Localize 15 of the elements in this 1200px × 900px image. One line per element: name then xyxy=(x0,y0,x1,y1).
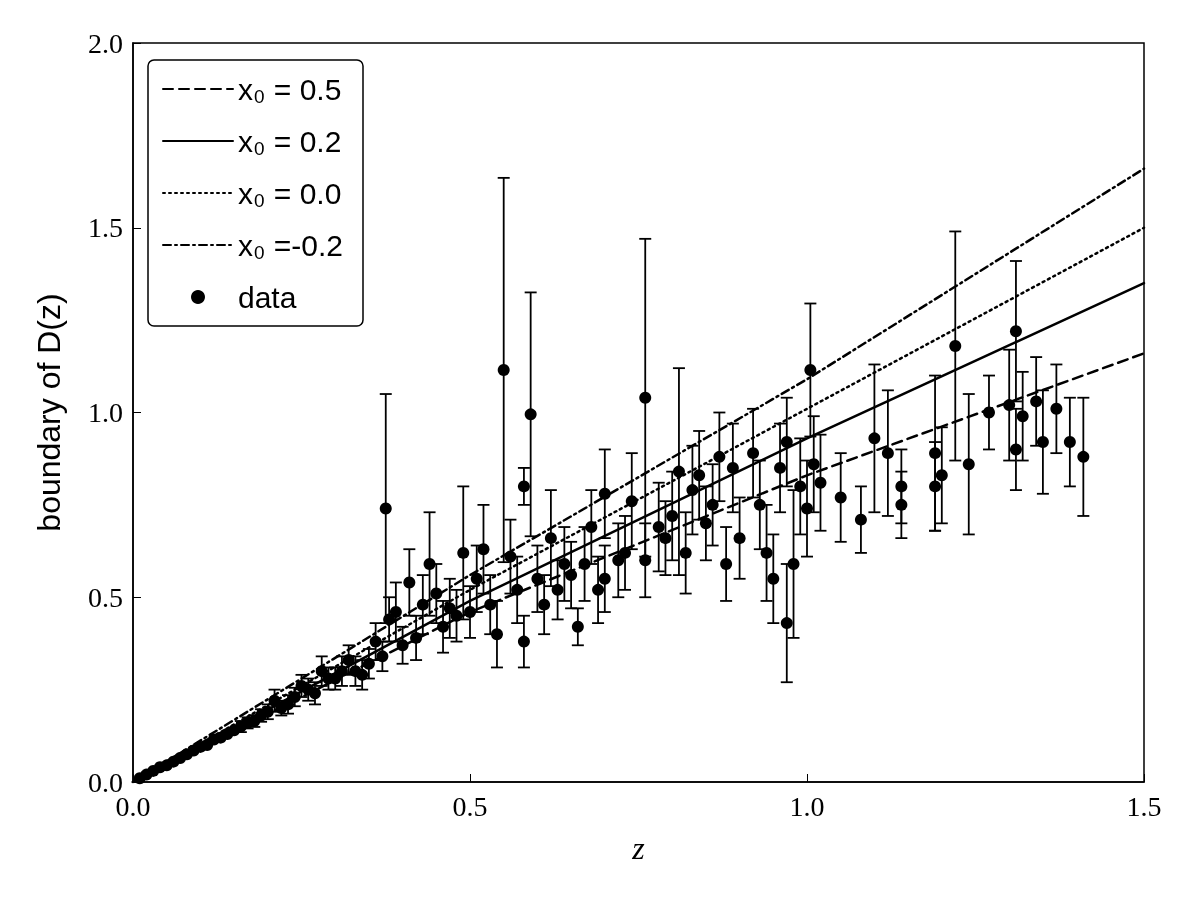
x-tick-label: 1.5 xyxy=(1126,790,1162,822)
legend-label: x₀ =-0.2 xyxy=(238,228,343,262)
legend-label: x₀ = 0.5 xyxy=(238,72,342,106)
legend-label: x₀ = 0.0 xyxy=(238,176,342,210)
y-tick-label: 1.0 xyxy=(88,397,123,428)
x-tick-label: 0.5 xyxy=(452,790,488,822)
y-tick-label: 1.5 xyxy=(88,212,123,244)
legend-label: data xyxy=(238,280,297,314)
legend-label: x₀ = 0.2 xyxy=(238,124,342,158)
y-tick-label: 0.0 xyxy=(88,766,123,798)
x-axis-title: z xyxy=(631,830,646,866)
y-tick-label: 2.0 xyxy=(88,27,123,59)
y-axis-title: boundary of D(z) xyxy=(31,293,67,532)
x-tick-label: 1.0 xyxy=(789,790,825,822)
y-tick-label: 0.5 xyxy=(88,581,123,613)
